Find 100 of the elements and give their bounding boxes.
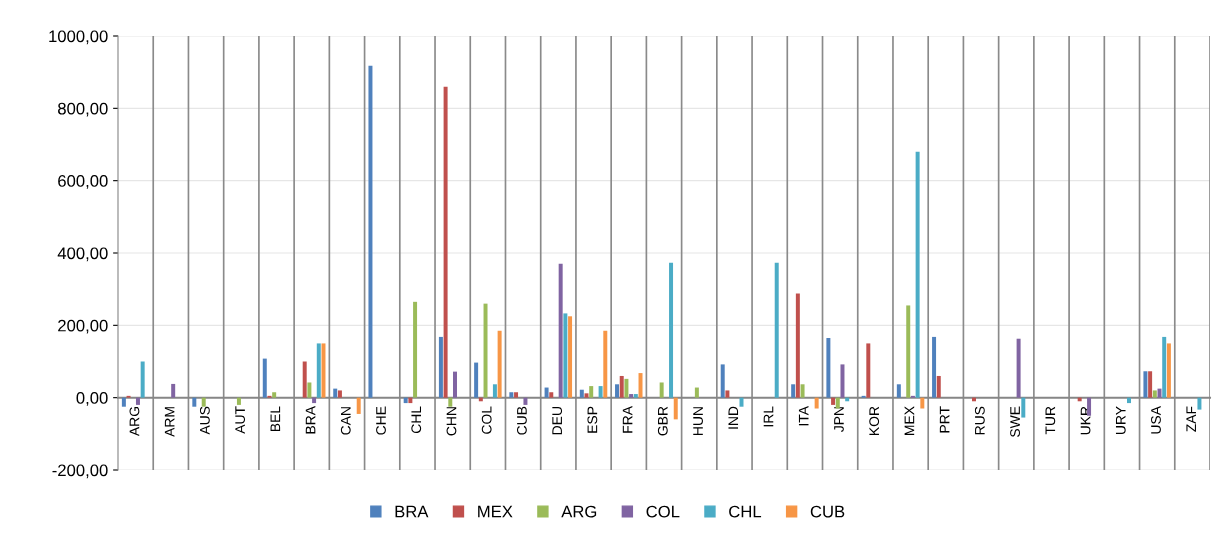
- x-tick-label: FRA: [622, 406, 633, 433]
- x-tick-label: CHN: [446, 407, 457, 436]
- x-tick-label: RUS: [974, 406, 985, 435]
- bar: [492, 384, 497, 398]
- bar: [906, 305, 911, 398]
- x-tick-label: CHE: [376, 406, 386, 435]
- bar: [835, 397, 840, 409]
- legend-label: COL: [646, 505, 680, 518]
- bar: [312, 397, 317, 404]
- x-tick-label: TUR: [1045, 406, 1056, 435]
- bar: [1166, 343, 1171, 398]
- bar: [438, 336, 443, 398]
- bar: [509, 392, 514, 398]
- bar: [356, 397, 361, 414]
- bar: [840, 364, 845, 398]
- bar: [866, 343, 871, 398]
- bar: [563, 313, 568, 398]
- x-tick-label: JPN: [834, 407, 844, 433]
- bar: [814, 397, 819, 409]
- x-tick-label: HUN: [693, 407, 703, 435]
- legend-label: CHL: [729, 505, 762, 518]
- bar: [936, 375, 941, 398]
- bar: [633, 394, 638, 398]
- legend-label: CUB: [810, 505, 845, 518]
- y-tick-label: 200,00: [58, 319, 108, 334]
- bar: [1197, 397, 1202, 410]
- bar: [474, 362, 479, 398]
- bar: [192, 397, 197, 407]
- bar: [619, 375, 624, 398]
- bar: [669, 262, 674, 398]
- bar: [514, 392, 519, 398]
- bar: [720, 364, 725, 398]
- bar: [1152, 390, 1157, 398]
- bar: [638, 373, 643, 398]
- bar: [140, 361, 145, 398]
- x-tick-label: ARM: [164, 407, 175, 437]
- bar: [443, 86, 448, 398]
- legend-label: MEX: [478, 505, 513, 518]
- bar: [579, 389, 584, 398]
- bar: [337, 390, 342, 398]
- x-tick-label: ITA: [798, 406, 809, 426]
- bar: [694, 387, 699, 398]
- bar: [568, 316, 573, 398]
- x-tick-label: AUT: [235, 406, 246, 434]
- bar: [448, 397, 453, 407]
- bar: [1162, 336, 1167, 398]
- bar: [589, 386, 594, 398]
- x-tick-label: PRT: [939, 406, 950, 433]
- bar: [659, 382, 664, 398]
- y-tick-label: 800,00: [58, 102, 108, 117]
- bar: [598, 386, 603, 398]
- bar: [831, 397, 836, 405]
- bar: [453, 371, 457, 398]
- x-tick-label: SWE: [1010, 406, 1020, 438]
- bar: [333, 388, 338, 398]
- x-tick-label: GBR: [657, 406, 668, 436]
- y-tick-label: 0,00: [76, 392, 108, 406]
- bar: [896, 384, 901, 398]
- y-tick-label: 400,00: [57, 247, 108, 262]
- y-tick-label: 1000,00: [49, 30, 108, 45]
- x-tick-label: ARG: [129, 407, 140, 437]
- bar: [1016, 338, 1021, 398]
- bar: [302, 361, 307, 398]
- bar: [262, 358, 267, 398]
- legend-label: BRA: [395, 505, 429, 518]
- bar: [368, 65, 373, 398]
- x-tick-label: BEL: [270, 406, 281, 432]
- bar: [272, 392, 277, 398]
- bar: [1148, 371, 1153, 398]
- bar: [558, 263, 563, 398]
- y-tick-label: -200,00: [52, 464, 108, 479]
- bar: [1143, 371, 1148, 398]
- bar: [920, 397, 925, 409]
- bar: [403, 397, 408, 404]
- legend-label: ARG: [561, 505, 597, 518]
- x-tick-label: USA: [1151, 406, 1161, 434]
- x-tick-label: IND: [728, 406, 739, 429]
- bar: [135, 397, 140, 405]
- bar: [121, 397, 126, 407]
- bar: [413, 301, 418, 398]
- bar: [725, 390, 730, 398]
- bar: [523, 397, 528, 405]
- bar: [615, 384, 620, 398]
- x-tick-label: MEX: [904, 406, 915, 435]
- bar: [544, 387, 549, 398]
- bar: [629, 394, 634, 398]
- x-tick-label: ZAF: [1186, 406, 1196, 432]
- x-tick-label: CAN: [340, 407, 351, 435]
- bar: [1126, 397, 1131, 404]
- bar: [483, 303, 488, 398]
- bar: [307, 382, 312, 398]
- bar: [549, 392, 554, 398]
- bar: [795, 293, 800, 398]
- bar: [915, 151, 920, 398]
- bar: [1021, 397, 1026, 418]
- x-tick-label: DEU: [552, 407, 563, 435]
- bar: [774, 262, 779, 398]
- x-tick-label: KOR: [869, 406, 880, 435]
- bar: [171, 383, 176, 398]
- bar: [826, 337, 831, 398]
